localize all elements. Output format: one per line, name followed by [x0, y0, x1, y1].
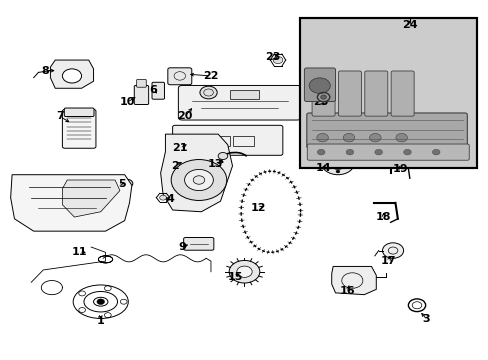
Circle shape	[273, 57, 282, 64]
FancyBboxPatch shape	[306, 113, 467, 148]
Circle shape	[218, 153, 227, 159]
Text: 6: 6	[149, 85, 157, 95]
FancyBboxPatch shape	[178, 85, 301, 120]
FancyBboxPatch shape	[306, 144, 468, 160]
Text: 17: 17	[380, 256, 395, 266]
Circle shape	[236, 266, 252, 277]
Text: 9: 9	[178, 242, 186, 252]
Text: 7: 7	[56, 112, 64, 121]
FancyBboxPatch shape	[304, 68, 335, 102]
Polygon shape	[160, 134, 232, 212]
Text: 10: 10	[119, 98, 135, 107]
FancyBboxPatch shape	[134, 85, 148, 104]
Text: 23: 23	[265, 51, 281, 62]
FancyBboxPatch shape	[364, 71, 387, 116]
Circle shape	[335, 152, 339, 154]
Circle shape	[335, 170, 339, 173]
FancyBboxPatch shape	[167, 68, 191, 85]
Text: 2: 2	[171, 161, 179, 171]
Circle shape	[171, 159, 226, 201]
Text: 5: 5	[118, 179, 126, 189]
Circle shape	[184, 170, 213, 190]
Circle shape	[229, 260, 259, 283]
Circle shape	[403, 149, 410, 155]
Polygon shape	[331, 266, 376, 294]
Circle shape	[160, 195, 166, 200]
Circle shape	[308, 78, 329, 93]
Bar	[299, 18, 476, 168]
Text: 15: 15	[227, 272, 242, 282]
Text: 18: 18	[375, 212, 390, 222]
Text: 3: 3	[422, 314, 429, 324]
FancyBboxPatch shape	[390, 71, 413, 116]
Circle shape	[320, 95, 326, 99]
FancyBboxPatch shape	[311, 71, 334, 116]
Bar	[299, 18, 476, 168]
Circle shape	[374, 149, 382, 155]
Text: 14: 14	[315, 163, 331, 173]
Text: 19: 19	[392, 165, 407, 174]
Polygon shape	[62, 180, 120, 217]
Circle shape	[369, 134, 380, 142]
Circle shape	[62, 69, 81, 83]
FancyBboxPatch shape	[136, 80, 146, 87]
FancyBboxPatch shape	[183, 238, 213, 250]
Circle shape	[323, 161, 327, 164]
Text: 11: 11	[71, 247, 87, 257]
Text: 25: 25	[313, 98, 328, 107]
FancyBboxPatch shape	[338, 71, 361, 116]
Text: 16: 16	[339, 286, 355, 296]
Circle shape	[200, 86, 217, 99]
Circle shape	[431, 149, 439, 155]
Circle shape	[395, 134, 407, 142]
Circle shape	[346, 149, 353, 155]
Circle shape	[321, 150, 354, 175]
Polygon shape	[50, 60, 93, 88]
Circle shape	[348, 161, 351, 164]
FancyBboxPatch shape	[62, 109, 96, 148]
Circle shape	[193, 176, 204, 184]
Bar	[232, 136, 254, 147]
Circle shape	[382, 243, 403, 258]
Circle shape	[316, 134, 327, 142]
Circle shape	[343, 134, 354, 142]
Circle shape	[317, 149, 325, 155]
Circle shape	[97, 299, 104, 305]
Text: 8: 8	[41, 66, 49, 76]
Text: 1: 1	[97, 316, 104, 326]
Text: 4: 4	[166, 194, 174, 204]
Text: 24: 24	[401, 20, 417, 30]
Bar	[230, 90, 258, 99]
FancyBboxPatch shape	[152, 82, 164, 99]
Text: 13: 13	[207, 159, 223, 169]
Text: 22: 22	[203, 71, 218, 81]
FancyBboxPatch shape	[64, 108, 94, 117]
Text: 12: 12	[251, 203, 266, 213]
Polygon shape	[11, 175, 132, 231]
Text: 21: 21	[172, 143, 187, 153]
Bar	[201, 136, 230, 147]
Circle shape	[121, 179, 133, 188]
Text: 20: 20	[177, 112, 192, 121]
FancyBboxPatch shape	[172, 125, 282, 155]
